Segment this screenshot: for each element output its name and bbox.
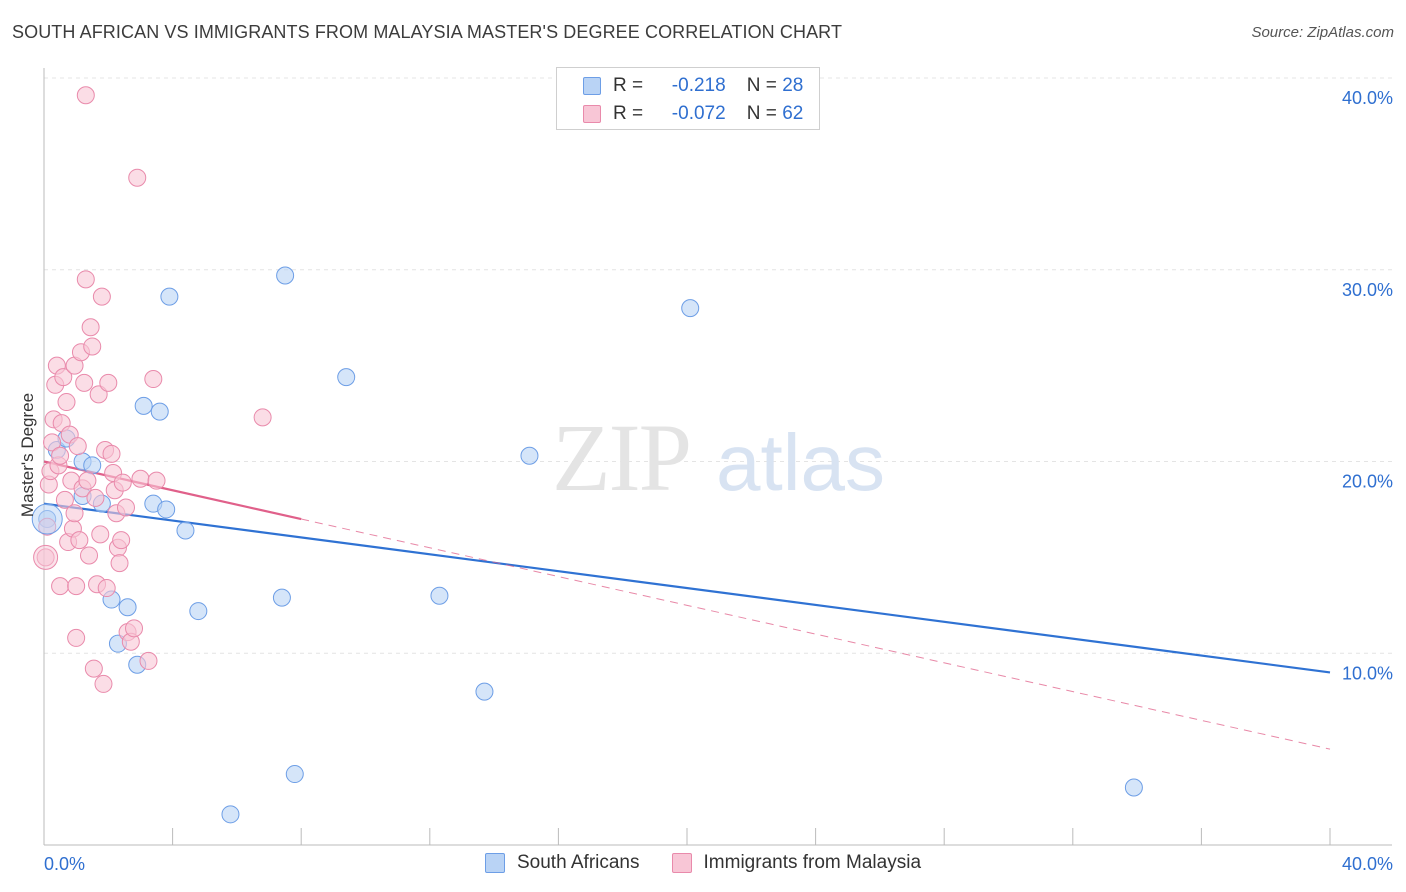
stats-row-malaysia: R = -0.072 N = 62 — [583, 102, 803, 126]
legend-item-malaysia[interactable]: Immigrants from Malaysia — [671, 852, 922, 874]
legend-item-south-africans[interactable]: South Africans — [484, 852, 640, 874]
n-label: N = — [746, 75, 777, 96]
malaysia-point — [97, 579, 116, 598]
malaysia-point — [75, 373, 94, 392]
malaysia-point — [91, 525, 110, 544]
malaysia-point — [76, 270, 95, 289]
blue-swatch — [583, 77, 601, 95]
malaysia-point — [128, 168, 147, 187]
gridlines — [44, 77, 1392, 654]
south-african-point — [134, 396, 153, 415]
malaysia-point — [67, 628, 86, 647]
south-african-point — [157, 500, 176, 519]
r-value: -0.218 — [671, 75, 726, 96]
y-tick-label: 40.0% — [1342, 88, 1393, 108]
watermark-zip: ZIP — [552, 404, 690, 511]
watermark: ZIP atlas — [552, 404, 885, 511]
malaysia-point — [80, 546, 99, 565]
south-african-point — [150, 402, 169, 421]
watermark-atlas: atlas — [716, 418, 885, 507]
malaysia-point — [51, 577, 70, 596]
malaysia-point — [65, 504, 84, 523]
malaysia-point — [131, 469, 150, 488]
malaysia-point — [92, 287, 111, 306]
south-african-point — [430, 586, 449, 605]
south-african-point — [118, 598, 137, 617]
south-african-point — [83, 456, 102, 475]
south-african-point — [285, 765, 304, 784]
legend-label: South Africans — [516, 852, 640, 873]
south-african-point — [337, 368, 356, 387]
malaysia-point — [43, 433, 62, 452]
malaysia-point — [116, 498, 135, 517]
data-points — [31, 86, 1143, 824]
series-legend: South Africans Immigrants from Malaysia — [0, 852, 1406, 874]
malaysia-point — [99, 373, 118, 392]
stats-legend: R = -0.218 N = 28 R = -0.072 N = 62 — [556, 67, 820, 130]
blue-swatch — [484, 853, 505, 873]
axes — [43, 68, 1392, 846]
malaysia-point — [55, 490, 74, 509]
r-label: R = — [613, 75, 644, 96]
malaysia-point — [68, 437, 87, 456]
pink-swatch — [583, 105, 601, 123]
malaysia-trend-line-extension — [301, 518, 1331, 750]
south-african-point — [681, 299, 700, 318]
south-african-point — [31, 503, 63, 535]
south-african-point — [160, 287, 179, 306]
south-african-point — [272, 588, 291, 607]
south-african-point — [189, 602, 208, 621]
r-label: R = — [613, 103, 644, 124]
r-value: -0.072 — [671, 103, 726, 124]
y-tick-label: 20.0% — [1342, 472, 1393, 492]
south-african-point — [475, 682, 494, 701]
pink-swatch — [671, 853, 692, 873]
source-label: Source: ZipAtlas.com — [1251, 24, 1394, 41]
y-tick-label: 10.0% — [1342, 663, 1393, 683]
malaysia-point — [253, 408, 272, 427]
malaysia-point — [94, 674, 113, 693]
south-african-point — [520, 446, 539, 465]
x-tick-label: 40.0% — [1342, 854, 1393, 874]
south-african-point — [276, 266, 295, 285]
malaysia-point — [51, 446, 70, 465]
legend-label: Immigrants from Malaysia — [703, 852, 922, 873]
south-african-point — [221, 805, 240, 824]
stats-row-south-africans: R = -0.218 N = 28 — [583, 74, 803, 98]
n-value: 62 — [782, 103, 804, 124]
malaysia-point — [102, 444, 121, 463]
malaysia-point — [70, 531, 89, 550]
south-african-point — [176, 521, 195, 540]
malaysia-point — [33, 544, 59, 570]
x-tick-label: 0.0% — [44, 854, 85, 874]
malaysia-point — [76, 86, 95, 105]
chart-title: SOUTH AFRICAN VS IMMIGRANTS FROM MALAYSI… — [12, 22, 843, 42]
y-tick-label: 30.0% — [1342, 280, 1393, 300]
malaysia-point — [89, 385, 108, 404]
malaysia-point — [57, 393, 76, 412]
n-value: 28 — [782, 75, 804, 96]
malaysia-point — [139, 651, 158, 670]
malaysia-point — [110, 554, 129, 573]
malaysia-point — [83, 337, 102, 356]
malaysia-point — [84, 659, 103, 678]
malaysia-point — [67, 577, 86, 596]
malaysia-point — [125, 619, 144, 638]
malaysia-point — [78, 471, 97, 490]
tick-labels: 10.0% 20.0% 30.0% 40.0% 0.0% 40.0% — [44, 88, 1393, 874]
y-axis-label: Master's Degree — [18, 392, 37, 518]
malaysia-point — [54, 368, 73, 387]
malaysia-point — [112, 531, 131, 550]
malaysia-point — [86, 488, 105, 507]
malaysia-point — [147, 471, 166, 490]
malaysia-point — [113, 473, 132, 492]
malaysia-point — [81, 318, 100, 337]
malaysia-point — [144, 370, 163, 389]
n-label: N = — [746, 103, 777, 124]
south-africans-trend-line — [43, 502, 1331, 674]
south-african-point — [1124, 778, 1143, 797]
